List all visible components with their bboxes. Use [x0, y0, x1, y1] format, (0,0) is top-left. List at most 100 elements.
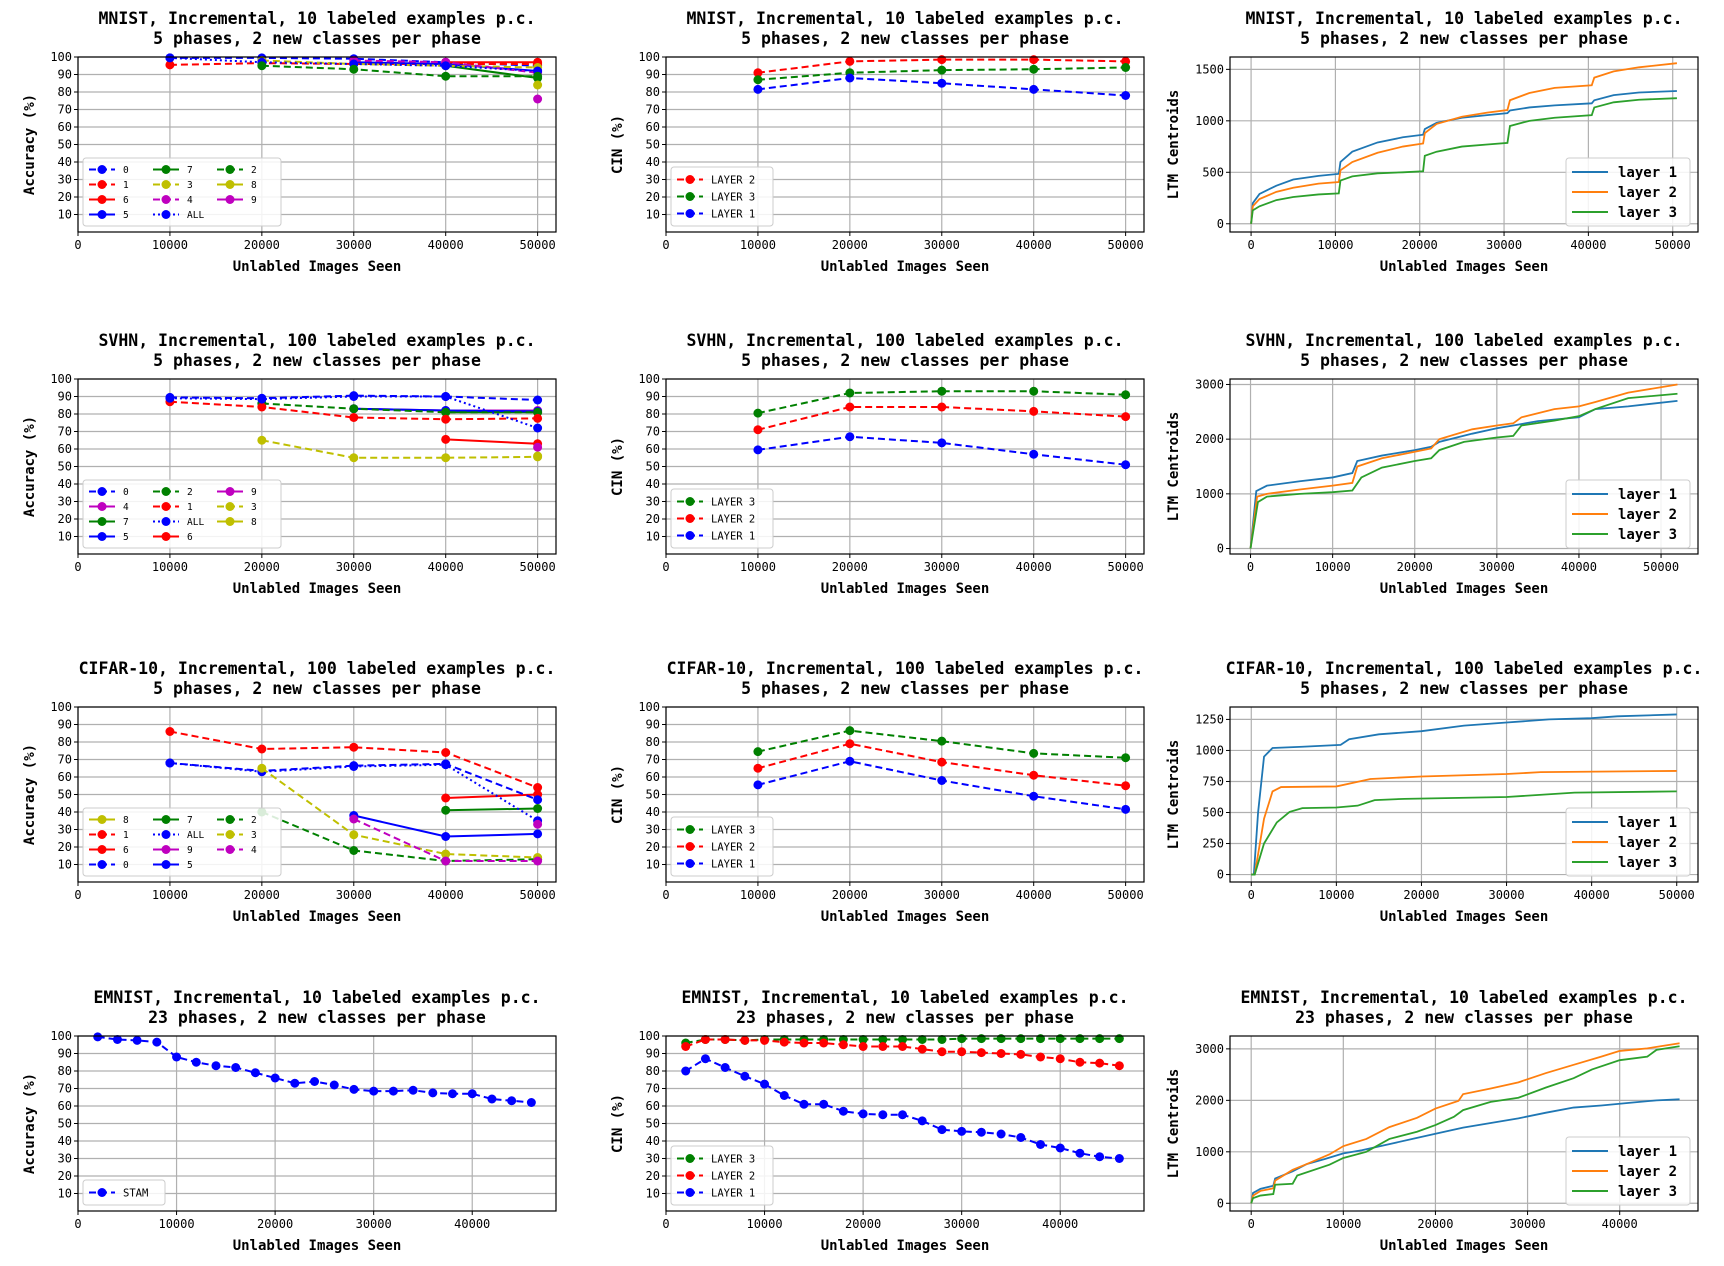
data-point [1075, 1148, 1085, 1158]
legend-marker [97, 487, 107, 496]
y-tick-label: 30 [58, 495, 72, 509]
y-tick-label: 1000 [1195, 487, 1224, 501]
legend-marker [97, 502, 107, 511]
data-point [1121, 781, 1131, 791]
data-point [937, 757, 947, 767]
y-tick-label: 3000 [1195, 377, 1224, 391]
y-tick-label: 250 [1202, 837, 1224, 851]
series-line [1250, 1042, 1680, 1204]
data-point [760, 1079, 770, 1089]
legend-marker [685, 209, 695, 218]
plot-area [681, 1034, 1124, 1163]
chart-title: MNIST, Incremental, 10 labeled examples … [1245, 9, 1682, 28]
legend-item: layer 1 [1572, 165, 1677, 181]
y-tick-label: 10 [58, 530, 72, 544]
data-point [152, 1037, 162, 1047]
data-point [957, 1047, 967, 1057]
data-point [329, 1080, 339, 1090]
chart-svg: SVHN, Incremental, 100 labeled examples … [610, 331, 1145, 597]
x-tick-label: 20000 [244, 888, 280, 902]
legend-label: 5 [187, 860, 193, 871]
y-tick-label: 80 [58, 85, 72, 99]
y-tick-label: 1000 [1195, 114, 1224, 128]
series-line [169, 62, 538, 66]
chart-svg: EMNIST, Incremental, 10 labeled examples… [610, 988, 1145, 1254]
legend-box [82, 1179, 166, 1206]
x-tick-label: 50000 [1655, 238, 1691, 252]
x-tick-label: 10000 [1317, 238, 1353, 252]
legend-item: LAYER 3 [677, 1153, 755, 1165]
x-tick-label: 30000 [336, 888, 372, 902]
data-point [838, 1040, 848, 1050]
legend: layer 1 layer 2 layer 3 [1565, 807, 1691, 877]
chart-title: SVHN, Incremental, 100 labeled examples … [98, 331, 535, 350]
chart-svg: EMNIST, Incremental, 10 labeled examples… [1166, 988, 1699, 1254]
legend-item: layer 3 [1572, 527, 1677, 543]
y-tick-label: 90 [646, 718, 660, 732]
plot-area [753, 726, 1131, 814]
y-tick-label: 60 [58, 120, 72, 134]
chart-panel: SVHN, Incremental, 100 labeled examples … [0, 322, 575, 642]
chart-svg: MNIST, Incremental, 10 labeled examples … [22, 9, 557, 275]
y-tick-label: 80 [58, 407, 72, 421]
series-layer-1 [681, 1054, 1124, 1163]
legend-item: 8 [217, 517, 257, 528]
data-point [1029, 84, 1039, 94]
legend-marker [161, 815, 171, 824]
legend-label: layer 2 [1618, 835, 1677, 851]
y-tick-label: 60 [646, 120, 660, 134]
legend-label: LAYER 1 [711, 530, 755, 542]
data-point [270, 1073, 280, 1083]
legend-marker [225, 830, 235, 839]
chart-title: 5 phases, 2 new classes per phase [741, 29, 1069, 48]
legend-item: 7 [153, 165, 193, 176]
plot-area [1251, 713, 1677, 876]
legend-marker [685, 1154, 695, 1163]
legend-item: 1 [89, 830, 129, 841]
data-point [1095, 1152, 1105, 1162]
legend-item: layer 2 [1572, 185, 1677, 201]
data-point [937, 386, 947, 396]
y-tick-label: 80 [646, 735, 660, 749]
y-tick-label: 90 [58, 1047, 72, 1061]
y-axis-label: Accuracy (%) [22, 1073, 38, 1174]
x-tick-label: 20000 [832, 560, 868, 574]
legend-box [82, 479, 282, 549]
x-axis-label: Unlabled Images Seen [821, 259, 990, 275]
series-8 [533, 451, 543, 461]
y-tick-label: 1250 [1195, 712, 1224, 726]
y-tick-label: 30 [646, 823, 660, 837]
x-tick-label: 40000 [1561, 560, 1597, 574]
y-tick-label: 50 [58, 460, 72, 474]
data-point [441, 434, 451, 444]
chart-title: CIFAR-10, Incremental, 100 labeled examp… [1226, 659, 1703, 678]
data-point [753, 747, 763, 757]
chart-title: MNIST, Incremental, 10 labeled examples … [98, 9, 535, 28]
legend-item: 8 [217, 180, 257, 191]
chart-title: EMNIST, Incremental, 10 labeled examples… [681, 988, 1128, 1007]
series-layer-1 [1249, 399, 1678, 549]
series-line [757, 729, 1126, 759]
data-point [845, 432, 855, 442]
data-point [165, 727, 175, 736]
series-layer-1 [753, 73, 1131, 100]
x-tick-label: 10000 [746, 1217, 782, 1231]
legend-marker [685, 175, 695, 184]
y-tick-label: 40 [646, 155, 660, 169]
y-tick-label: 50 [58, 788, 72, 802]
y-tick-label: 70 [646, 103, 660, 117]
data-point [799, 1099, 809, 1109]
chart-title: 5 phases, 2 new classes per phase [153, 29, 481, 48]
legend-item: 5 [89, 210, 129, 221]
legend-label: 7 [187, 815, 193, 826]
data-point [533, 80, 543, 90]
series-line [685, 1038, 1120, 1067]
data-point [349, 404, 359, 414]
data-point [878, 1035, 888, 1044]
chart-panel: SVHN, Incremental, 100 labeled examples … [588, 322, 1163, 642]
legend-item: layer 1 [1572, 487, 1677, 503]
legend-item: LAYER 2 [677, 513, 755, 525]
axes-frame [77, 706, 557, 883]
data-point [1121, 804, 1131, 814]
